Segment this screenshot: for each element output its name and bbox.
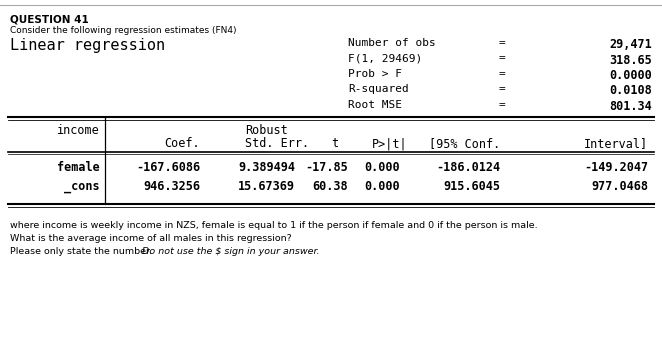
Text: =: = — [498, 38, 505, 48]
Text: P>|t|: P>|t| — [372, 137, 408, 150]
Text: _cons: _cons — [64, 180, 100, 193]
Text: Interval]: Interval] — [584, 137, 648, 150]
Text: 0.0108: 0.0108 — [609, 84, 652, 97]
Text: female: female — [57, 161, 100, 174]
Text: 801.34: 801.34 — [609, 100, 652, 113]
Text: where income is weekly income in NZS, female is equal to 1 if the person if fema: where income is weekly income in NZS, fe… — [10, 221, 538, 230]
Text: 318.65: 318.65 — [609, 53, 652, 67]
Text: Do not use the $ sign in your answer.: Do not use the $ sign in your answer. — [142, 247, 320, 256]
Text: [95% Conf.: [95% Conf. — [429, 137, 500, 150]
Text: 60.38: 60.38 — [312, 180, 348, 193]
Text: 915.6045: 915.6045 — [443, 180, 500, 193]
Text: Consider the following regression estimates (FN4): Consider the following regression estima… — [10, 26, 236, 35]
Text: Std. Err.: Std. Err. — [245, 137, 309, 150]
Text: =: = — [498, 84, 505, 95]
Text: QUESTION 41: QUESTION 41 — [10, 15, 89, 25]
Text: -17.85: -17.85 — [305, 161, 348, 174]
Text: 0.000: 0.000 — [364, 161, 400, 174]
Text: -186.0124: -186.0124 — [436, 161, 500, 174]
Text: Please only state the number.: Please only state the number. — [10, 247, 155, 256]
Text: Number of obs: Number of obs — [348, 38, 436, 48]
Text: Robust: Robust — [245, 124, 288, 137]
Text: -149.2047: -149.2047 — [584, 161, 648, 174]
Text: R-squared: R-squared — [348, 84, 408, 95]
Text: What is the average income of all males in this regression?: What is the average income of all males … — [10, 234, 292, 243]
Text: 15.67369: 15.67369 — [238, 180, 295, 193]
Text: -167.6086: -167.6086 — [136, 161, 200, 174]
Text: 9.389494: 9.389494 — [238, 161, 295, 174]
Text: F(1, 29469): F(1, 29469) — [348, 53, 422, 64]
Text: 0.0000: 0.0000 — [609, 69, 652, 82]
Text: 946.3256: 946.3256 — [143, 180, 200, 193]
Text: =: = — [498, 69, 505, 79]
Text: Prob > F: Prob > F — [348, 69, 402, 79]
Text: t: t — [332, 137, 338, 150]
Text: income: income — [57, 124, 100, 137]
Text: Linear regression: Linear regression — [10, 38, 165, 53]
Text: 0.000: 0.000 — [364, 180, 400, 193]
Text: Coef.: Coef. — [164, 137, 200, 150]
Text: 977.0468: 977.0468 — [591, 180, 648, 193]
Text: 29,471: 29,471 — [609, 38, 652, 51]
Text: =: = — [498, 100, 505, 110]
Text: =: = — [498, 53, 505, 64]
Text: Root MSE: Root MSE — [348, 100, 402, 110]
